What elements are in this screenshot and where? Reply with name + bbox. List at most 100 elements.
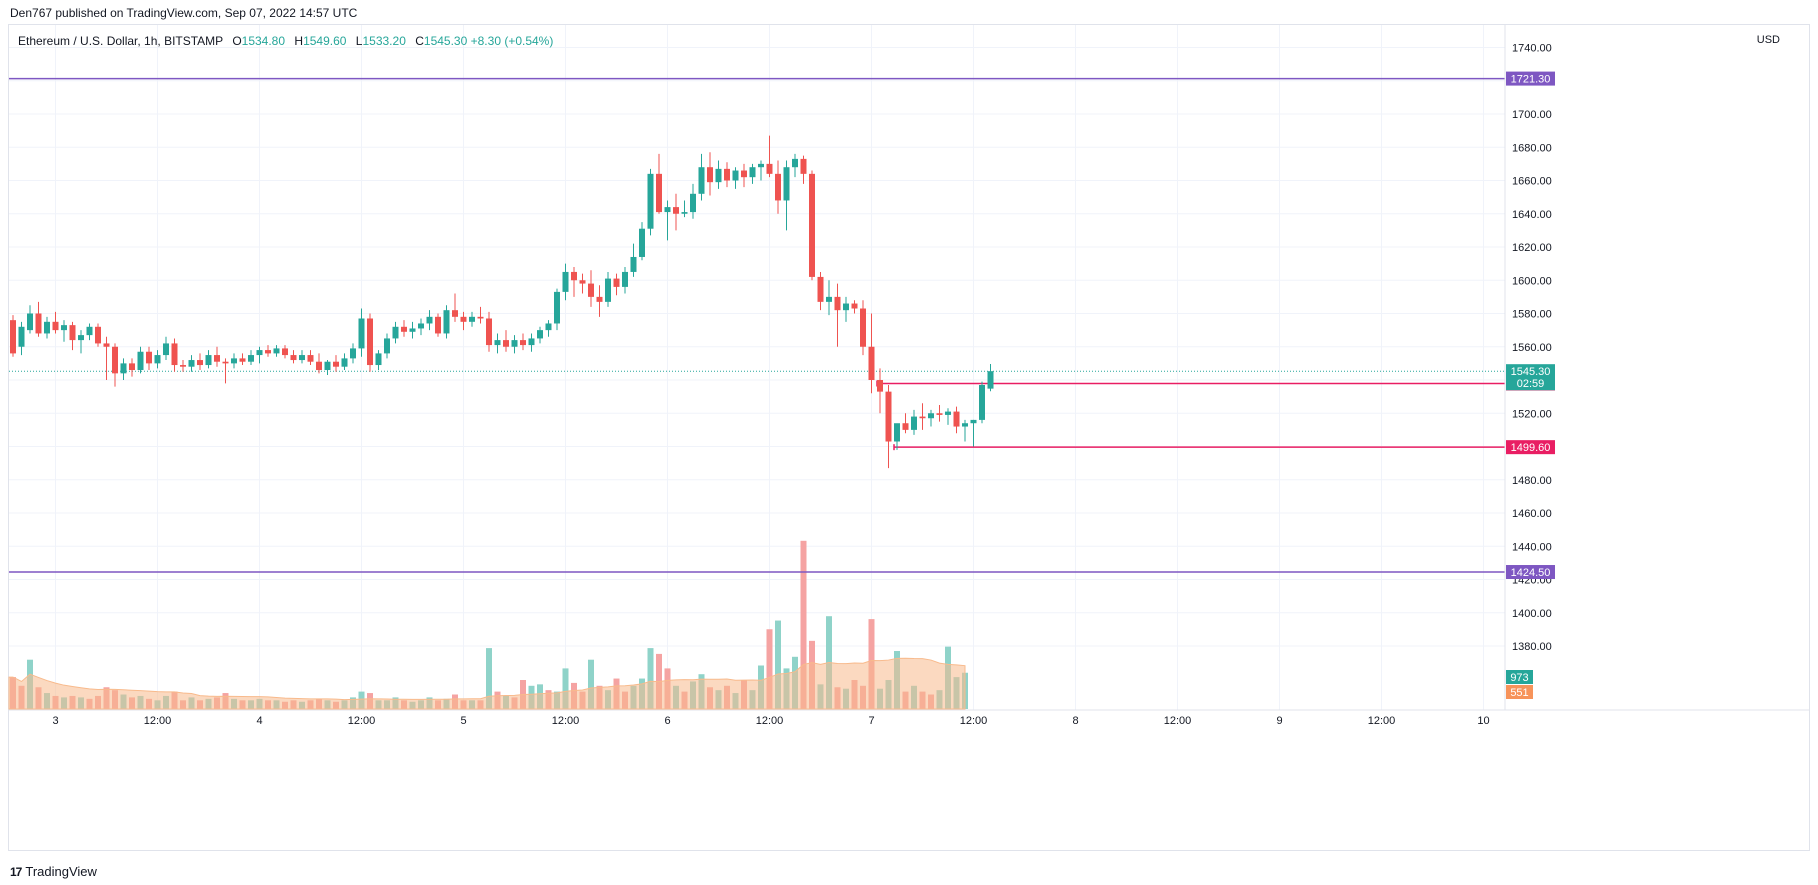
candle-body: [528, 338, 535, 346]
low-value: 1533.20: [362, 34, 406, 48]
price-tick-label: 1560.00: [1512, 342, 1552, 354]
candle-body: [469, 316, 475, 322]
candle-body: [392, 326, 399, 339]
candle-body: [10, 320, 16, 354]
countdown-badge: 02:59: [1517, 378, 1545, 390]
footer-brand-name: TradingView: [25, 864, 97, 879]
candle-body: [826, 296, 832, 302]
candle-body: [715, 168, 722, 183]
level-badge: 1424.50: [1511, 567, 1551, 579]
candle-body: [154, 355, 161, 364]
price-tick-label: 1440.00: [1512, 541, 1552, 553]
candle-body: [316, 361, 322, 371]
level-badge: 1499.60: [1511, 442, 1551, 454]
candle-body: [596, 296, 603, 302]
tradingview-logo-icon: 17: [10, 864, 22, 879]
candle-body: [741, 170, 747, 178]
close-value: 1545.30: [423, 34, 468, 48]
time-tick-label: 9: [1276, 715, 1282, 727]
time-tick-label: 3: [52, 715, 58, 727]
volume-badge: 973: [1510, 672, 1528, 684]
volume-badge-bg: [1506, 670, 1533, 684]
candle-body: [851, 303, 858, 309]
candle-body: [605, 278, 611, 302]
candle-body: [282, 348, 288, 356]
candle-body: [792, 158, 798, 168]
horizontal-levels: [9, 77, 1505, 573]
candle-body: [503, 340, 509, 347]
volume-ma-badge-bg: [1506, 685, 1533, 699]
candle-body: [52, 321, 59, 331]
candle-body: [129, 363, 135, 371]
candle-body: [511, 340, 518, 347]
level-badge-bg: [1506, 440, 1555, 455]
chart-frame[interactable]: [8, 24, 1810, 851]
candle-body: [809, 173, 815, 277]
candle-body: [231, 358, 237, 364]
price-tick-label: 1700.00: [1512, 109, 1552, 121]
open-value: 1534.80: [241, 34, 286, 48]
symbol-title: Ethereum / U.S. Dollar, 1h, BITSTAMP: [18, 34, 223, 48]
candle-body: [520, 340, 526, 346]
price-tick-label: 1740.00: [1512, 43, 1552, 55]
candle-body: [324, 361, 331, 371]
volume-bar: [766, 629, 773, 709]
candles: [10, 135, 994, 469]
candle-body: [120, 363, 127, 374]
candle-body: [350, 348, 356, 359]
change-value: +8.30 (+0.54%): [470, 34, 554, 48]
price-tick-label: 1400.00: [1512, 608, 1552, 620]
candle-body: [61, 325, 67, 331]
price-tick-label: 1480.00: [1512, 475, 1552, 487]
volume-bar: [647, 648, 654, 709]
candle-body: [749, 167, 756, 178]
candle-body: [486, 318, 492, 346]
candle-body: [494, 340, 501, 346]
candle-body: [171, 343, 178, 366]
candle-body: [554, 291, 560, 324]
candle-body: [783, 167, 790, 201]
candle-body: [95, 326, 101, 344]
candle-body: [758, 163, 764, 168]
candle-body: [44, 321, 50, 334]
volume-bar: [486, 648, 492, 709]
candle-body: [843, 303, 849, 311]
volume-ma-area: [8, 657, 966, 710]
candle-body: [902, 423, 909, 430]
volume-bar: [562, 668, 569, 709]
high-label: H: [294, 34, 304, 48]
footer-brand[interactable]: 17 TradingView: [10, 864, 97, 879]
level-badge: 1721.30: [1511, 74, 1551, 86]
candle-body: [188, 360, 195, 367]
candle-body: [868, 346, 875, 380]
candle-body: [894, 423, 900, 442]
candle-body: [197, 360, 203, 366]
candle-body: [78, 335, 84, 341]
candle-body: [707, 167, 713, 183]
price-tick-label: 1680.00: [1512, 142, 1552, 154]
volume-bar: [800, 540, 807, 709]
candle-body: [435, 316, 441, 334]
candle-body: [18, 326, 25, 347]
candle-body: [911, 416, 917, 430]
candle-body: [418, 323, 424, 329]
candle-body: [732, 170, 739, 181]
candle-body: [613, 278, 620, 287]
candle-body: [724, 168, 730, 181]
candle-body: [409, 328, 416, 332]
candle-body: [885, 391, 892, 442]
time-tick-label: 4: [256, 715, 262, 727]
candle-body: [290, 355, 297, 361]
candle-body: [545, 323, 552, 331]
candle-body: [962, 423, 968, 427]
time-tick-label: 12:00: [552, 715, 580, 727]
candle-body: [401, 326, 407, 332]
price-tick-label: 1660.00: [1512, 176, 1552, 188]
candle-body: [656, 173, 662, 213]
open-label: O: [232, 34, 242, 48]
time-tick-label: 12:00: [1164, 715, 1192, 727]
candle-body: [146, 351, 152, 364]
candle-body: [979, 384, 985, 420]
candle-body: [299, 355, 305, 361]
